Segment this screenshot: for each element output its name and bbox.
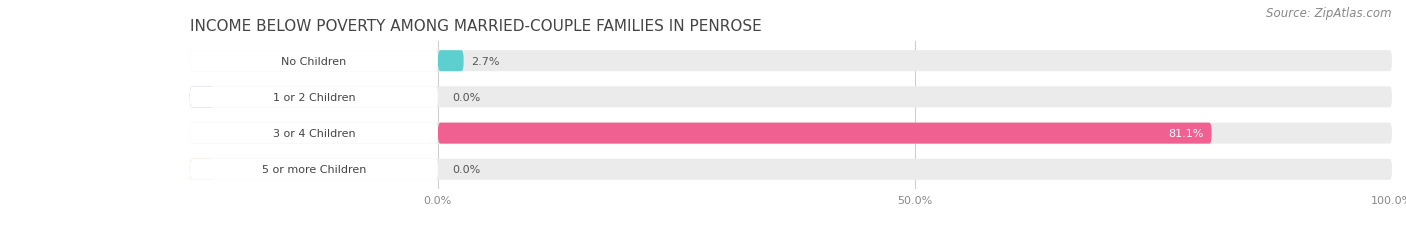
- FancyBboxPatch shape: [190, 51, 1392, 72]
- Text: Source: ZipAtlas.com: Source: ZipAtlas.com: [1267, 7, 1392, 20]
- FancyBboxPatch shape: [190, 51, 437, 72]
- Text: 3 or 4 Children: 3 or 4 Children: [273, 128, 356, 139]
- FancyBboxPatch shape: [190, 87, 214, 108]
- Text: 5 or more Children: 5 or more Children: [262, 165, 366, 175]
- Text: 1 or 2 Children: 1 or 2 Children: [273, 92, 356, 103]
- FancyBboxPatch shape: [190, 87, 437, 108]
- Text: No Children: No Children: [281, 56, 346, 66]
- FancyBboxPatch shape: [190, 123, 1392, 144]
- Text: 81.1%: 81.1%: [1168, 128, 1204, 139]
- FancyBboxPatch shape: [190, 159, 437, 180]
- FancyBboxPatch shape: [437, 123, 1212, 144]
- Text: 2.7%: 2.7%: [471, 56, 499, 66]
- Text: INCOME BELOW POVERTY AMONG MARRIED-COUPLE FAMILIES IN PENROSE: INCOME BELOW POVERTY AMONG MARRIED-COUPL…: [190, 18, 762, 33]
- Text: 0.0%: 0.0%: [453, 92, 481, 103]
- Text: 0.0%: 0.0%: [453, 165, 481, 175]
- FancyBboxPatch shape: [190, 159, 214, 180]
- FancyBboxPatch shape: [190, 159, 1392, 180]
- FancyBboxPatch shape: [437, 51, 464, 72]
- FancyBboxPatch shape: [190, 123, 437, 144]
- FancyBboxPatch shape: [190, 87, 1392, 108]
